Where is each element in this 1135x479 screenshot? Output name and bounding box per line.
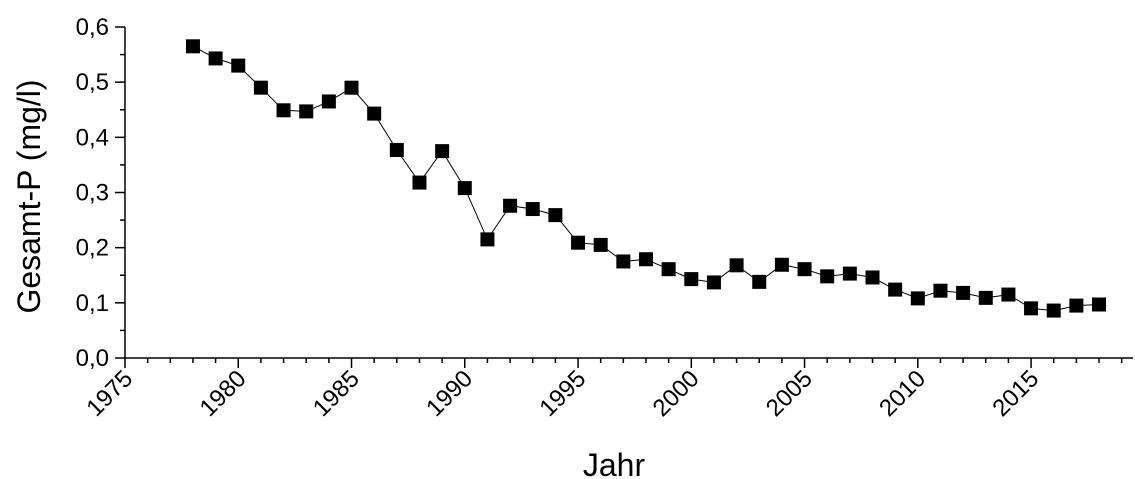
data-point	[344, 80, 359, 95]
data-point	[593, 237, 608, 252]
data-point	[1046, 303, 1061, 318]
x-tick-label: 2015	[987, 365, 1044, 422]
data-point	[253, 80, 268, 95]
y-tick-label: 0,2	[76, 235, 109, 262]
y-tick-label: 0,6	[76, 14, 109, 41]
y-axis-title: Gesamt-P (mg/l)	[11, 79, 47, 313]
data-point	[435, 144, 450, 159]
data-point	[321, 94, 336, 109]
x-tick-label: 1980	[195, 365, 252, 422]
data-point	[820, 269, 835, 284]
y-tick-label: 0,4	[76, 124, 109, 151]
data-point	[480, 232, 495, 247]
x-tick-label: 1975	[81, 365, 138, 422]
data-point	[1092, 297, 1107, 312]
x-tick-label: 1985	[308, 365, 365, 422]
x-tick-label: 2005	[761, 365, 818, 422]
data-point	[933, 283, 948, 298]
data-point	[684, 272, 699, 287]
y-tick-label: 0,1	[76, 290, 109, 317]
series-line	[192, 45, 1100, 312]
data-point	[208, 51, 223, 66]
data-point	[412, 175, 427, 190]
x-tick-label: 2000	[648, 365, 705, 422]
data-point	[729, 258, 744, 273]
data-point	[1024, 301, 1039, 316]
data-point	[956, 285, 971, 300]
series-group	[185, 39, 1107, 318]
data-point	[797, 262, 812, 277]
data-point	[910, 291, 925, 306]
data-point	[231, 58, 246, 73]
data-point	[1001, 287, 1016, 302]
data-point	[706, 275, 721, 290]
data-point	[661, 262, 676, 277]
data-point	[389, 143, 404, 158]
data-point	[185, 39, 200, 54]
data-point	[842, 266, 857, 281]
data-point	[865, 270, 880, 285]
data-point	[503, 198, 518, 213]
data-point	[457, 181, 472, 196]
data-point	[548, 208, 563, 223]
data-point	[571, 235, 586, 250]
data-point	[774, 257, 789, 272]
data-point	[616, 254, 631, 269]
x-tick-label: 2010	[874, 365, 931, 422]
data-point	[276, 103, 291, 118]
data-point	[638, 252, 653, 267]
data-point	[978, 290, 993, 305]
data-point	[299, 104, 314, 119]
data-point	[752, 274, 767, 289]
axes: 1975 1980 1985 1990 1995 2000 2005 2010 2015 0,0 0…	[76, 14, 1133, 422]
y-tick-label: 0,5	[76, 69, 109, 96]
data-point	[525, 202, 540, 217]
y-tick-label: 0,3	[76, 180, 109, 207]
x-tick-label: 1995	[534, 365, 591, 422]
x-axis-title: Jahr	[583, 447, 646, 479]
x-tick-label: 1990	[421, 365, 478, 422]
data-point	[888, 282, 903, 297]
y-tick-label: 0,0	[76, 345, 109, 372]
data-point	[367, 106, 382, 121]
data-point	[1069, 298, 1084, 313]
